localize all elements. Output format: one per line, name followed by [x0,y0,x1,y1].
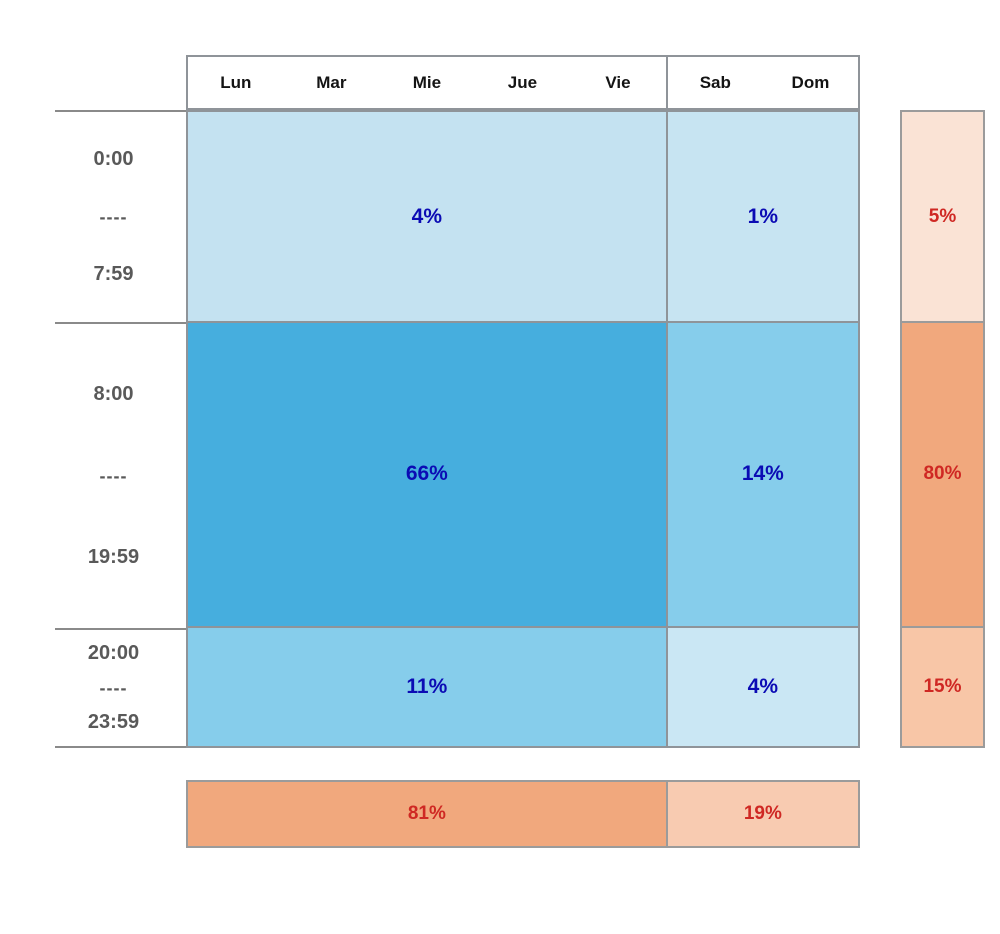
row-total-value: 15% [923,675,962,697]
time-end: 7:59 [93,263,134,286]
time-end: 19:59 [87,545,140,568]
col-total-weekend: 19% [667,782,858,846]
day-label-mie: Mie [412,72,442,92]
day-label-vie: Vie [605,72,631,92]
row-total-value: 80% [923,463,962,485]
day-label-sab: Sab [699,72,731,92]
cell-value: 4% [747,674,779,698]
day-label-jue: Jue [507,72,538,92]
row-total-day: 80% [902,323,983,626]
cell-value: 66% [405,462,448,486]
row-total-early: 5% [902,112,983,322]
cell-value: 11% [406,674,448,698]
cell-early-weekend: 1% [667,112,858,322]
col-total-value: 81% [407,803,446,824]
cell-night-weekend: 4% [667,627,858,746]
time-start: 0:00 [93,147,134,170]
row-totals-column: 5% 80% 15% [900,110,985,748]
day-label-lun: Lun [220,72,252,92]
day-label-dom: Dom [791,72,830,92]
column-totals-bar: 81% 19% [186,780,860,848]
day-label-mar: Mar [316,72,347,92]
cell-value: 14% [741,462,784,486]
row-total-value: 5% [928,205,957,227]
cell-early-weekdays: 4% [188,112,666,322]
heatmap-grid: 4% 1% 66% 14% 11% 4% [186,110,860,748]
time-start: 8:00 [93,383,134,406]
cell-value: 4% [411,204,443,228]
cell-day-weekdays: 66% [188,323,666,626]
time-range-early: 0:00 ---- 7:59 [55,110,186,322]
time-separator: ---- [99,206,128,227]
col-total-value: 19% [743,803,782,824]
cell-day-weekend: 14% [667,323,858,626]
time-end: 23:59 [87,710,140,733]
day-header: Lun Mar Mie Jue Vie Sab Dom [186,55,860,110]
weekday-header-group: Lun Mar Mie Jue Vie [188,57,666,108]
time-axis: 0:00 ---- 7:59 8:00 ---- 19:59 20:00 ---… [55,110,186,748]
time-range-night: 20:00 ---- 23:59 [55,628,186,748]
time-range-day: 8:00 ---- 19:59 [55,322,186,628]
col-total-weekdays: 81% [188,782,666,846]
time-separator: ---- [99,677,128,698]
time-separator: ---- [99,465,128,486]
cell-value: 1% [747,204,779,228]
time-start: 20:00 [87,642,140,665]
weekend-header-group: Sab Dom [667,57,858,108]
cell-night-weekdays: 11% [188,627,666,746]
row-total-night: 15% [902,627,983,746]
